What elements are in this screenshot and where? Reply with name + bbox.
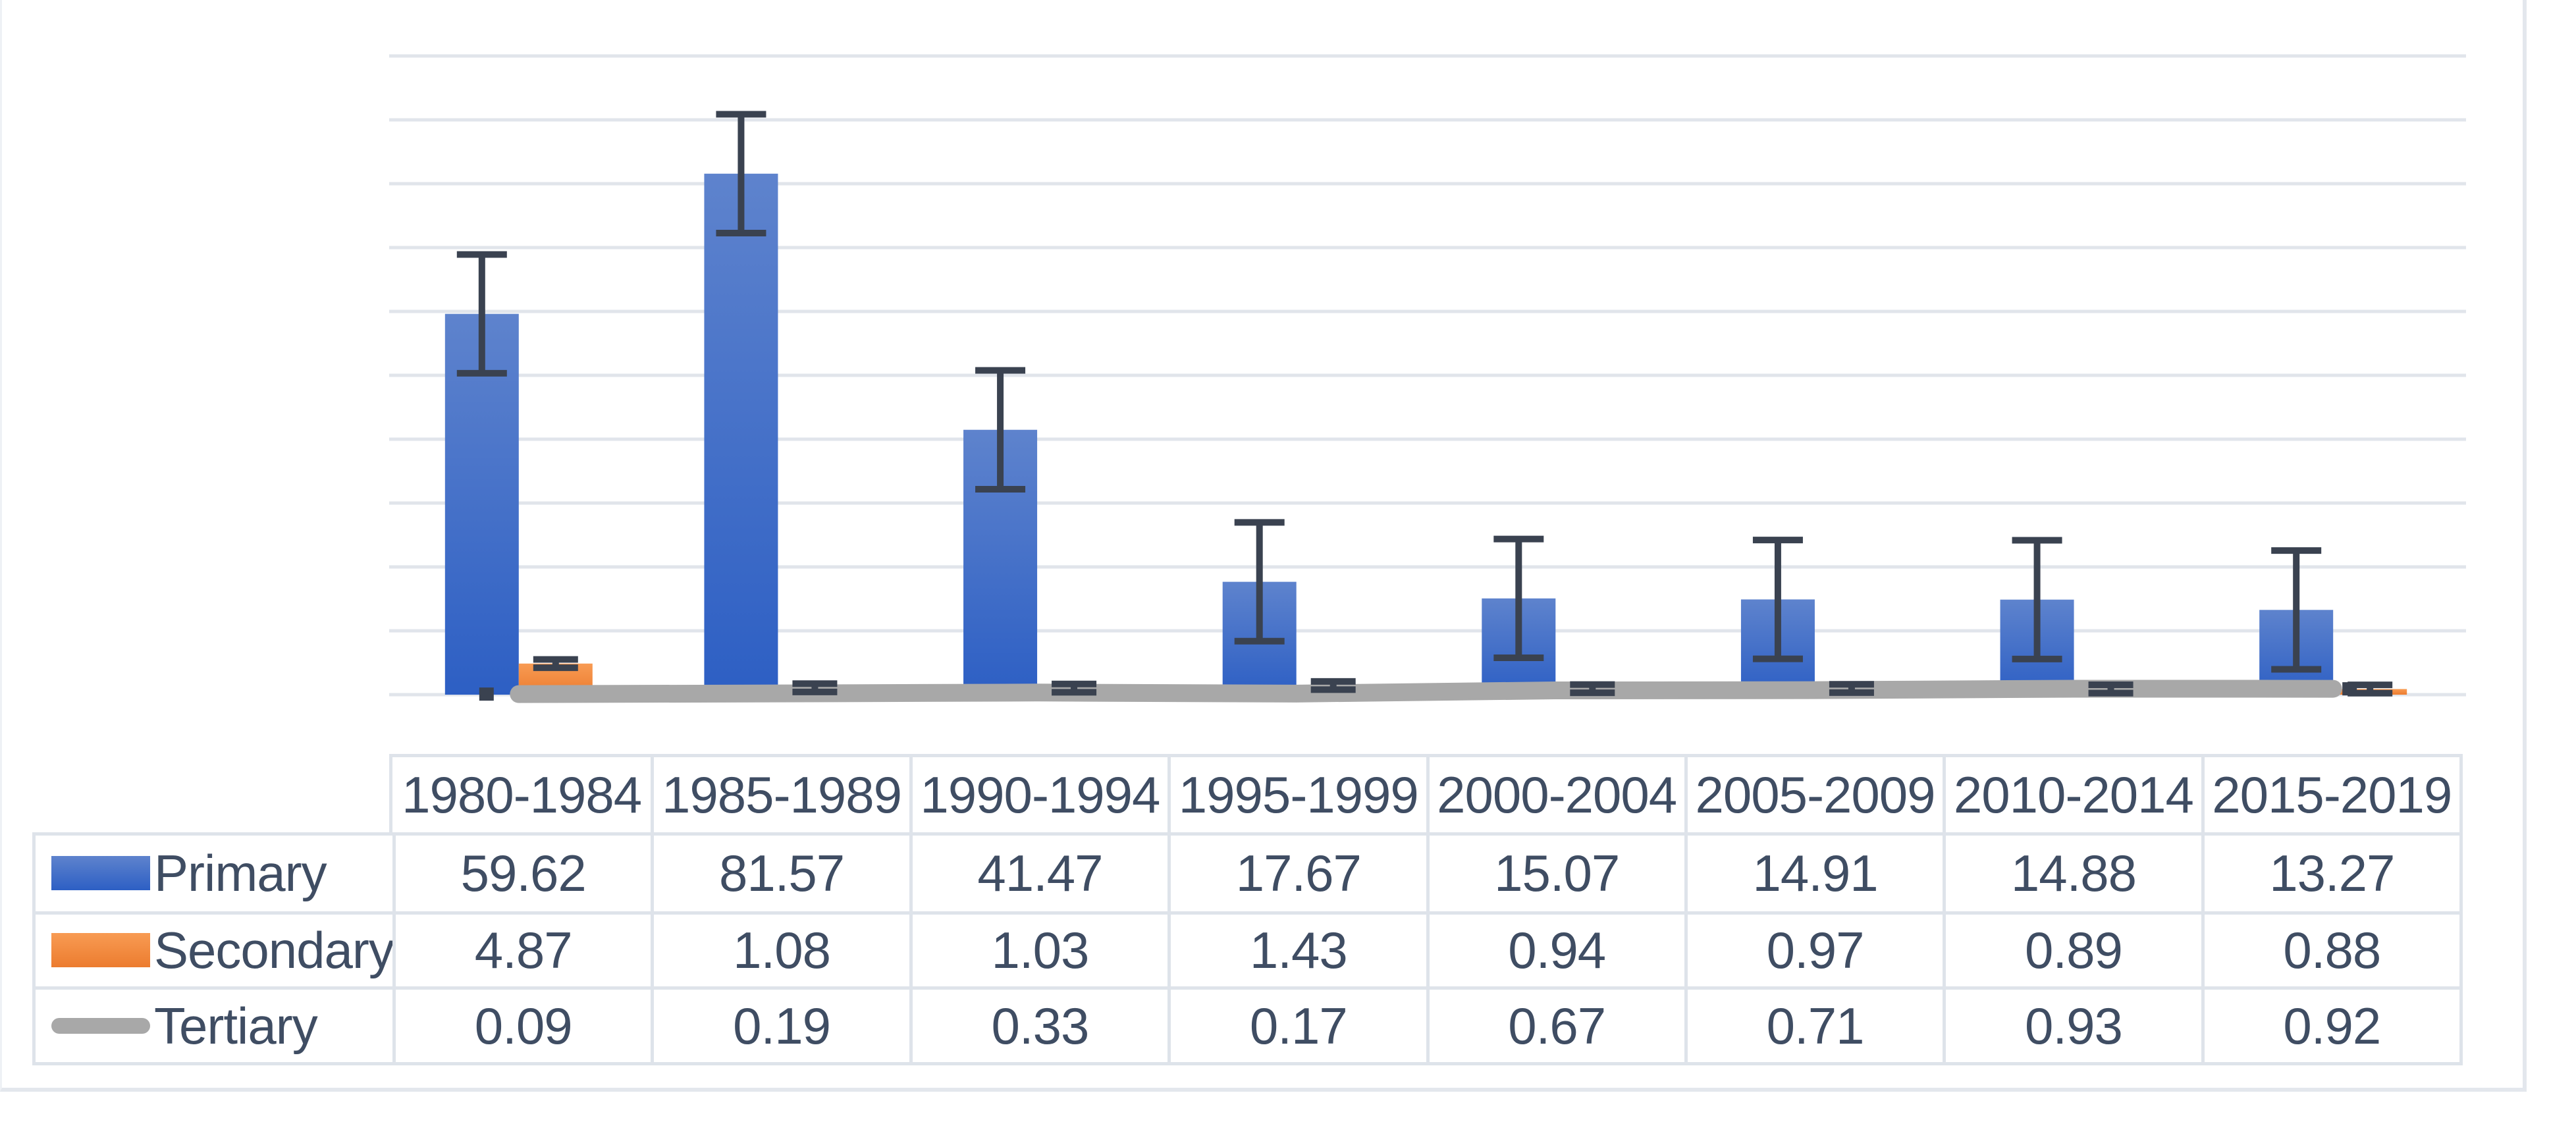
table-value-cell[interactable]: 0.17: [1167, 986, 1426, 1062]
primary-bar[interactable]: [444, 313, 519, 695]
tertiary-line-key: [51, 1018, 150, 1034]
legend-label: Tertiary: [154, 996, 318, 1055]
data-table-body: Primary 59.62 81.57 41.47 17.67 15.07 14.91 14.…: [32, 832, 2463, 1065]
table-value-cell[interactable]: 0.94: [1426, 911, 1684, 987]
tertiary-line[interactable]: [510, 680, 2342, 703]
table-value-cell[interactable]: 15.07: [1426, 836, 1684, 911]
table-header-cell[interactable]: 2015-2019: [2201, 757, 2459, 832]
table-value-cell[interactable]: 13.27: [2201, 836, 2459, 911]
table-header-cell[interactable]: 1985-1989: [651, 757, 909, 832]
table-header-cell[interactable]: 1995-1999: [1167, 757, 1426, 832]
data-table-header-row: 1980-1984 1985-1989 1990-1994 1995-1999 2000…: [389, 754, 2463, 832]
legend-cell-secondary[interactable]: Secondary: [36, 911, 392, 987]
table-value-cell[interactable]: 0.67: [1426, 986, 1684, 1062]
legend-cell-tertiary[interactable]: Tertiary: [36, 986, 392, 1062]
table-value-cell[interactable]: 0.09: [392, 986, 651, 1062]
chart-object-frame: [0, 0, 2527, 1092]
primary-column-key: [51, 856, 150, 891]
table-value-cell[interactable]: 59.62: [392, 836, 651, 911]
tertiary-error-bar: [479, 687, 494, 701]
table-value-cell[interactable]: 0.19: [651, 986, 909, 1062]
plot-area[interactable]: [0, 0, 2576, 754]
table-value-cell[interactable]: 0.71: [1684, 986, 1943, 1062]
table-value-cell[interactable]: 1.03: [909, 911, 1168, 987]
table-value-cell[interactable]: 17.67: [1167, 836, 1426, 911]
table-value-cell[interactable]: 4.87: [392, 911, 651, 987]
table-value-cell[interactable]: 41.47: [909, 836, 1167, 911]
primary-bar[interactable]: [704, 173, 778, 695]
legend-label: Primary: [154, 843, 327, 902]
table-value-cell[interactable]: 14.91: [1684, 836, 1943, 911]
secondary-column-key: [51, 933, 150, 968]
table-value-cell[interactable]: 1.43: [1167, 911, 1426, 987]
table-value-cell[interactable]: 81.57: [651, 836, 909, 911]
table-value-cell[interactable]: 1.08: [651, 911, 909, 987]
table-header-cell[interactable]: 2010-2014: [1943, 757, 2201, 832]
table-value-cell[interactable]: 0.93: [1943, 986, 2201, 1062]
table-value-cell[interactable]: 0.89: [1943, 911, 2201, 987]
table-value-cell[interactable]: 0.92: [2201, 986, 2459, 1062]
table-value-cell[interactable]: 0.33: [909, 986, 1168, 1062]
legend-label: Secondary: [154, 921, 392, 979]
table-header-cell[interactable]: 1990-1994: [909, 757, 1167, 832]
table-header-cell[interactable]: 2005-2009: [1684, 757, 1943, 832]
table-value-cell[interactable]: 0.88: [2201, 911, 2459, 987]
table-value-cell[interactable]: 14.88: [1943, 836, 2201, 911]
table-header-cell[interactable]: 1980-1984: [402, 765, 642, 824]
table-header-cell[interactable]: 2000-2004: [1426, 757, 1684, 832]
legend-cell-primary[interactable]: Primary: [36, 836, 392, 911]
table-value-cell[interactable]: 0.97: [1684, 911, 1943, 987]
